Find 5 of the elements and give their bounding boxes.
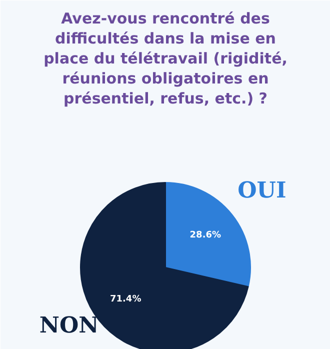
slice-label: NON: [39, 312, 99, 338]
slice-label: OUI: [238, 178, 286, 204]
data-label: 28.6%: [190, 230, 222, 241]
data-label: 71.4%: [110, 294, 142, 304]
chart-title: Avez-vous rencontré des difficultés dans la mise en place du télétravail (rigidité, réunions obligatoires en présentiel, refus, etc.) ?: [44, 10, 288, 108]
